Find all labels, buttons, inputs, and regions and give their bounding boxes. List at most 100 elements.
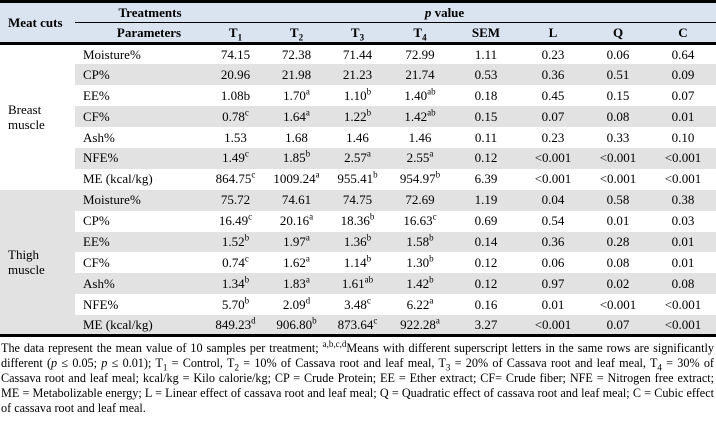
superscript: b [244, 232, 250, 243]
value-cell: 0.08 [606, 254, 630, 270]
value-cell: 71.44 [342, 46, 373, 62]
value-cell: 16.49c [218, 211, 253, 229]
superscript: b [429, 274, 434, 285]
value-cell: 0.53 [452, 64, 520, 86]
meat-cuts-composition-table: Meat cuts Treatments p value Parameters … [0, 0, 716, 338]
value-cell: 74.15 [220, 46, 251, 62]
value-cell: 0.07 [671, 87, 695, 103]
table-row: ME (kcal/kg) 849.23d 906.80b 873.64c 922.28a… [0, 315, 716, 336]
superscript: c [366, 295, 371, 306]
value-cell: 1.64a [266, 106, 327, 128]
superscript: a [315, 169, 320, 180]
value-cell: 6.22a [406, 295, 434, 312]
footnote-text-segment: ≤ 0.05; [57, 356, 102, 371]
superscript: a [429, 295, 434, 306]
value-cell: 1.97a [266, 231, 327, 253]
value-cell: 2.57a [327, 147, 388, 169]
table-row: Ash% 1.34b 1.83a 1.61ab 1.42b 0.12 0.97 0.02 0.0… [0, 273, 716, 295]
p-value-italic-p: p [424, 4, 432, 20]
footnote-text-segment: = 10% of Cassava root and leaf meal, T [238, 356, 446, 371]
table-row: Ash% 1.53 1.68 1.46 1.46 0.11 0.23 0.33 0.10 [0, 127, 716, 148]
superscript: c [244, 253, 249, 264]
value-cell: 3.48c [344, 295, 371, 312]
value-cell: 0.51 [586, 64, 650, 86]
parameter-cell: Ash% [75, 273, 205, 295]
header-p-value: p value [205, 1, 716, 23]
value-cell: 2.55a [388, 147, 452, 169]
value-cell: 1.22b [327, 106, 388, 128]
superscript: c [244, 107, 249, 118]
header-column: T4 [388, 22, 452, 45]
parameter-cell: Ash% [83, 129, 115, 145]
table-footnote: The data represent the mean value of 10 … [0, 340, 716, 415]
superscript: b [312, 315, 317, 326]
value-cell: 1.46 [346, 129, 369, 145]
value-cell: 72.69 [388, 189, 452, 211]
superscript: a [305, 107, 310, 118]
value-cell: 21.23 [327, 64, 388, 86]
value-cell: 0.97 [520, 273, 586, 295]
superscript: b [366, 232, 372, 243]
value-cell: 0.01 [650, 106, 716, 128]
subscript: 2 [298, 32, 304, 43]
value-cell: 1.30b [406, 253, 434, 270]
value-cell: 864.75c [215, 169, 256, 187]
value-cell: 0.03 [671, 213, 695, 229]
p-value-rest: value [431, 4, 465, 20]
parameter-cell: CP% [75, 64, 205, 86]
paper-table-page: Meat cuts Treatments p value Parameters … [0, 0, 716, 415]
header-column: Q [586, 22, 650, 45]
value-cell: 1.36b [327, 231, 388, 253]
value-cell: 0.01 [671, 254, 695, 270]
subscript: 3 [359, 32, 365, 43]
value-cell: 0.45 [541, 87, 565, 103]
value-cell: 0.69 [474, 213, 498, 229]
value-cell: 1.34b [205, 273, 266, 295]
header-column: C [650, 22, 716, 45]
superscript: b [366, 253, 372, 264]
table-row: EE% 1.52b 1.97a 1.36b 1.58b 0.14 0.36 0.28 0.01 [0, 231, 716, 253]
value-cell: 1.62a [283, 253, 310, 270]
value-cell: 0.16 [474, 296, 498, 312]
value-cell: 75.72 [205, 189, 266, 211]
value-cell: 1.49c [205, 147, 266, 169]
value-cell: 955.41b [337, 169, 378, 187]
subscript: 4 [422, 32, 427, 43]
header-column: L [520, 22, 586, 45]
value-cell: 0.33 [606, 129, 630, 145]
value-cell: 1.42b [388, 273, 452, 295]
value-cell: 0.01 [606, 213, 630, 229]
value-cell: 1.46 [408, 129, 432, 145]
value-cell: 0.15 [606, 87, 630, 103]
footnote-text-segment: = 30% of Cassava root and leaf meal; kca… [1, 356, 714, 415]
value-cell: 0.58 [586, 189, 650, 211]
header-column: T2 [266, 22, 327, 45]
value-cell: 0.18 [474, 87, 498, 103]
value-cell: 0.07 [586, 315, 650, 336]
value-cell: 21.74 [388, 64, 452, 86]
superscript: c [251, 169, 256, 180]
superscript: a [305, 274, 310, 285]
superscript: b [369, 211, 375, 222]
header-columns-row: Parameters T1 T2 T3 T4 SEM L Q C [0, 22, 716, 45]
parameter-cell: ME (kcal/kg) [75, 315, 205, 336]
header-treatments: Treatments [75, 1, 205, 23]
table-header: Meat cuts Treatments p value Parameters … [0, 1, 716, 45]
footnote-sub-segment: 1 [162, 362, 168, 373]
superscript: b [435, 169, 441, 180]
header-column: T3 [327, 22, 388, 45]
superscript: b [429, 253, 434, 264]
value-cell: 20.16a [279, 211, 314, 229]
footnote-sub-segment: 2 [234, 362, 239, 373]
parameter-cell: CP% [83, 213, 110, 229]
superscript: b [366, 107, 372, 118]
value-cell: 1.85b [266, 147, 327, 169]
value-cell: 0.12 [452, 147, 520, 169]
value-cell: 3.27 [452, 315, 520, 336]
value-cell: 0.11 [474, 129, 498, 145]
value-cell: 0.10 [671, 129, 695, 145]
value-cell: 0.06 [606, 46, 630, 62]
value-cell: 922.28a [388, 315, 452, 336]
superscript: b [373, 169, 378, 180]
value-cell: 0.01 [541, 296, 565, 312]
